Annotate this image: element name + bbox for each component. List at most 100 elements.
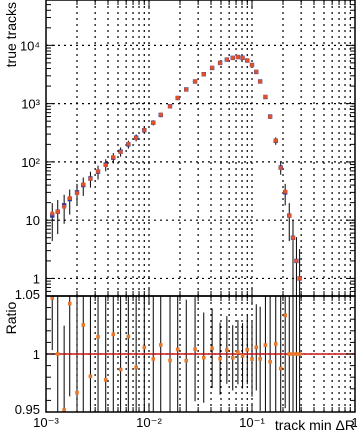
data-point-series-2: [278, 165, 283, 170]
data-point-series-2: [67, 196, 72, 200]
data-point-series-2: [245, 58, 250, 63]
x-tick-label: 1: [351, 415, 357, 430]
grid-lines: [46, 0, 355, 412]
y-tick-label: 1: [33, 271, 40, 286]
ratio-point: [297, 352, 302, 356]
data-point-series-2: [294, 259, 299, 263]
data-point-series-2: [168, 104, 172, 109]
ratio-point: [126, 334, 131, 339]
ratio-point: [55, 352, 60, 356]
ratio-point: [175, 347, 180, 352]
x-tick-label: 10⁻³: [33, 415, 59, 430]
ratio-y-axis-label: Ratio: [3, 301, 19, 334]
data-point-series-2: [230, 56, 235, 60]
ratio-point: [88, 374, 93, 379]
data-point-series-2: [236, 55, 240, 59]
data-point-series-2: [151, 120, 156, 125]
data-point-series-2: [96, 169, 100, 174]
ratio-point: [287, 352, 292, 356]
ratio-point: [151, 357, 156, 361]
ratio-point: [210, 346, 214, 351]
x-axis-label: track min ΔR: [275, 417, 355, 433]
ratio-y-tick-label: 1.05: [15, 287, 40, 302]
y-tick-label: 10⁴: [20, 38, 40, 53]
ratio-point: [50, 296, 55, 300]
ratio-point: [291, 352, 295, 356]
ratio-point: [268, 359, 272, 364]
data-point-series-2: [175, 95, 180, 100]
data-point-series-2: [254, 69, 259, 74]
ratio-point: [96, 335, 100, 339]
ratio-point: [62, 408, 66, 412]
data-point-series-2: [88, 177, 93, 181]
data-point-series-2: [81, 182, 86, 187]
ratio-point: [67, 301, 72, 306]
data-point-series-2: [62, 204, 67, 209]
ratio-point: [158, 343, 163, 347]
data-point-series-2: [291, 235, 295, 240]
data-point-series-2: [268, 114, 273, 119]
data-point-series-2: [210, 65, 215, 70]
error-bars: [51, 56, 301, 296]
ratio-point: [111, 332, 116, 337]
y-axis-label: true tracks: [3, 2, 19, 67]
ratio-point: [258, 357, 262, 361]
data-point-series-2: [50, 211, 55, 216]
ratio-point: [245, 347, 250, 352]
ratio-point: [263, 343, 268, 347]
x-tick-label: 10⁻¹: [239, 415, 265, 430]
ratio-point: [134, 365, 138, 370]
ratio-point: [118, 367, 123, 372]
main-panel-frame: [45, 0, 356, 297]
ratio-point: [225, 348, 229, 352]
data-point-series-2: [142, 128, 147, 132]
data-point-series-2: [55, 209, 60, 214]
ratio-y-tick-label: 0.95: [15, 402, 40, 417]
data-point-series-1: [50, 213, 55, 218]
ratio-point: [81, 323, 86, 327]
data-point-series-2: [126, 142, 131, 146]
ratio-point: [103, 377, 108, 382]
ratio-point: [142, 345, 147, 350]
ratio-point: [278, 366, 283, 371]
ratio-y-tick-label: 1: [33, 347, 40, 362]
ratio-point: [75, 390, 79, 395]
ratio-point: [254, 345, 259, 350]
ratio-point: [240, 354, 245, 358]
y-tick-label: 10²: [21, 155, 40, 170]
data-point-series-2: [218, 61, 222, 65]
data-point-series-2: [134, 136, 139, 140]
ratio-point: [168, 358, 172, 363]
ratio-point: [250, 357, 254, 361]
y-tick-label: 10: [26, 213, 40, 228]
data-point-series-2: [297, 276, 302, 281]
data-point-series-2: [250, 63, 254, 68]
data-point-series-2: [184, 87, 189, 92]
y-tick-label: 10³: [21, 97, 40, 112]
ratio-points: [50, 296, 302, 412]
data-point-series-2: [283, 189, 288, 194]
data-point-series-2: [118, 150, 123, 154]
ratio-point: [184, 358, 189, 363]
ratio-point: [294, 352, 299, 356]
ratio-point: [230, 356, 235, 360]
data-point-series-2: [158, 112, 163, 117]
x-tick-label: 10⁻²: [136, 415, 162, 430]
ratio-point: [273, 342, 278, 346]
ratio-point: [193, 347, 197, 351]
ratio-point: [218, 356, 222, 361]
data-point-series-2: [193, 79, 197, 84]
data-point-series-2: [75, 191, 79, 196]
ratio-point: [236, 350, 240, 354]
data-point-series-2: [201, 72, 206, 77]
axis-ticks: [45, 0, 356, 413]
data-point-series-2: [224, 57, 229, 62]
data-point-series-2: [240, 56, 245, 60]
data-point-series-2: [273, 138, 278, 143]
data-point-series-2: [263, 94, 268, 99]
data-point-series-2: [287, 213, 292, 218]
data-point-series-2: [111, 155, 116, 160]
ratio-point: [201, 355, 206, 360]
